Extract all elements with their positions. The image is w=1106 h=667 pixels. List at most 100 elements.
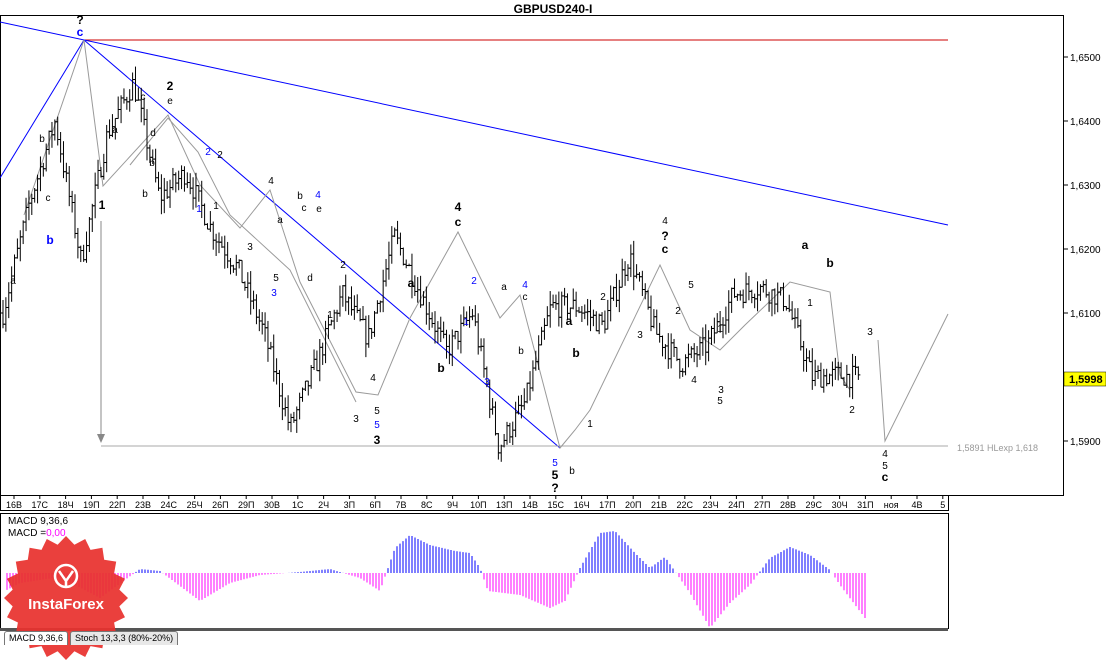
macd-value-line: MACD =0,00 <box>8 528 66 539</box>
price-tick-label: 1,6200 <box>1070 245 1101 256</box>
wave-label: 5 <box>273 273 279 284</box>
price-bar <box>775 282 780 313</box>
price-bar <box>847 373 852 398</box>
price-bar <box>208 211 213 232</box>
wave-label: 5 <box>552 468 559 482</box>
price-bar <box>470 308 475 321</box>
price-bar <box>430 312 435 328</box>
price-bar <box>553 294 558 310</box>
wave-label: c <box>523 292 528 303</box>
time-tick-label: 3П <box>344 500 355 510</box>
wave-label: 4 <box>370 373 376 384</box>
price-bar <box>571 288 576 310</box>
price-bar <box>98 166 103 178</box>
wave-label: c <box>882 470 889 484</box>
price-bar <box>343 274 348 312</box>
price-bar <box>337 285 342 317</box>
price-bar <box>101 153 106 180</box>
price-bar <box>447 334 452 365</box>
price-bar <box>686 343 691 368</box>
price-bar <box>260 312 265 335</box>
price-bar <box>21 220 26 245</box>
time-tick-label: 17П <box>599 500 615 510</box>
price-bar <box>536 335 541 370</box>
wave-label: 1 <box>587 419 593 430</box>
tab-stoch[interactable]: Stoch 13,3,3 (80%-20%) <box>70 631 179 645</box>
time-tick-label: 19П <box>83 500 99 510</box>
price-bar <box>628 244 633 278</box>
price-bar <box>314 350 319 372</box>
price-bar <box>767 291 772 312</box>
price-bar <box>384 258 389 287</box>
price-bar <box>280 383 285 421</box>
wave-label: 4 <box>691 375 697 386</box>
wave-label: c <box>302 203 307 214</box>
price-bar <box>507 422 512 444</box>
price-bar <box>274 358 279 385</box>
wave-label: a <box>802 238 809 252</box>
last-price-tag-bg <box>1063 371 1106 387</box>
price-bar <box>214 233 219 256</box>
price-bar <box>363 315 368 358</box>
time-tick-label: 31П <box>857 500 873 510</box>
price-bar <box>585 298 590 326</box>
price-bar <box>841 376 846 386</box>
time-tick-label: 24С <box>161 500 178 510</box>
price-bar <box>793 308 797 329</box>
price-bar <box>340 285 345 307</box>
wave-label: 3 <box>718 385 724 396</box>
price-bar <box>856 366 861 380</box>
time-tick-label: 2Ч <box>318 500 329 510</box>
price-bar <box>424 286 429 325</box>
wave-label: a <box>408 276 415 290</box>
price-bar <box>133 66 138 103</box>
price-bar <box>41 162 46 177</box>
price-bar <box>73 194 77 239</box>
price-bar <box>749 289 754 304</box>
price-bar <box>119 95 124 124</box>
price-bar <box>202 203 207 226</box>
price-bar <box>173 172 178 193</box>
guide-line <box>23 39 851 450</box>
price-bar <box>813 359 818 387</box>
wave-label: b <box>569 466 575 477</box>
pane-scrollbar[interactable] <box>0 628 948 631</box>
time-tick-label: 1С <box>292 500 304 510</box>
wave-line <box>0 39 85 179</box>
wave-label: 3 <box>247 242 253 253</box>
price-bar <box>700 327 705 356</box>
price-bar <box>335 309 340 323</box>
price-bar <box>67 166 72 207</box>
time-tick-label: 29П <box>238 500 254 510</box>
wave-label: b <box>826 256 833 270</box>
price-bar <box>300 387 305 402</box>
price-bar <box>634 264 639 279</box>
wave-label: b <box>297 191 303 202</box>
price-bar <box>291 411 296 423</box>
price-bar <box>473 305 478 327</box>
price-bar <box>689 346 694 359</box>
price-bar <box>182 166 187 192</box>
price-bar <box>170 167 175 191</box>
price-bar <box>528 371 533 401</box>
price-bar <box>44 143 49 172</box>
wave-line <box>83 39 561 449</box>
price-bar <box>830 361 835 387</box>
price-bar <box>611 286 616 301</box>
price-bar <box>240 259 245 284</box>
time-tick-label: 4В <box>911 500 922 510</box>
price-bar <box>833 357 838 380</box>
time-tick-label: 20П <box>625 500 641 510</box>
wave-label: c <box>46 193 51 204</box>
price-bar <box>361 305 365 321</box>
price-bar <box>741 289 746 309</box>
price-bar <box>75 227 80 259</box>
macd-value-prefix: MACD = <box>8 528 47 539</box>
price-bar <box>441 321 446 339</box>
price-bar <box>772 288 777 315</box>
instaforex-badge-icon <box>4 536 128 660</box>
tab-macd[interactable]: MACD 9,36,6 <box>4 631 69 645</box>
wave-label: b <box>572 346 579 360</box>
